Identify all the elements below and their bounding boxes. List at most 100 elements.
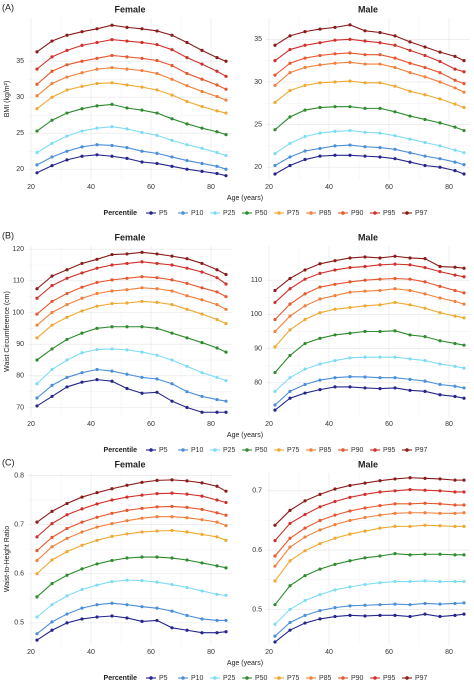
data-point (65, 134, 69, 138)
data-point (363, 62, 367, 66)
data-point (348, 79, 352, 83)
data-point (65, 111, 69, 115)
data-point (140, 275, 144, 279)
data-point (80, 309, 84, 313)
data-point (50, 558, 54, 562)
data-point (155, 71, 159, 76)
data-point (453, 579, 457, 584)
data-point (185, 266, 189, 270)
data-point (170, 164, 174, 168)
data-point (393, 511, 397, 515)
data-point (140, 506, 144, 510)
data-point (462, 163, 466, 167)
data-point (95, 515, 99, 519)
data-point (140, 299, 144, 304)
legend-swatch (149, 448, 153, 452)
data-point (155, 58, 159, 63)
data-point (393, 376, 397, 380)
data-point (65, 612, 69, 616)
data-point (348, 128, 352, 133)
data-point (125, 532, 129, 536)
data-point (393, 43, 397, 47)
series-line (274, 288, 465, 332)
data-point (35, 595, 39, 599)
legend-swatch (245, 448, 249, 452)
data-point (348, 51, 352, 55)
data-point (50, 545, 54, 549)
data-point (378, 263, 382, 267)
data-point (200, 89, 204, 94)
data-point (288, 287, 292, 291)
data-point (348, 483, 352, 488)
data-point (438, 614, 442, 619)
panel-label: (C) (2, 457, 15, 467)
data-point (333, 144, 337, 148)
data-point (423, 335, 427, 339)
data-point (95, 615, 99, 619)
data-point (170, 117, 174, 121)
data-point (423, 552, 427, 556)
data-point (215, 276, 219, 280)
series-line (36, 251, 227, 290)
data-point (224, 174, 228, 178)
data-point (185, 307, 189, 311)
data-point (155, 287, 159, 291)
data-point (453, 148, 457, 152)
data-point (453, 265, 457, 269)
data-point (408, 524, 412, 528)
data-point (348, 265, 352, 270)
data-point (65, 375, 69, 380)
data-point (110, 498, 114, 502)
data-point (378, 513, 382, 517)
data-point (170, 155, 174, 159)
data-point (438, 165, 442, 169)
y-tick-label: 20 (254, 164, 262, 171)
data-point (95, 143, 99, 147)
data-point (170, 382, 174, 386)
data-point (125, 252, 129, 256)
data-point (333, 333, 337, 337)
data-point (170, 609, 174, 613)
data-point (288, 328, 292, 332)
data-point (333, 606, 337, 610)
legend-swatch (213, 676, 217, 680)
data-point (348, 559, 352, 563)
data-point (35, 163, 39, 167)
data-point (408, 89, 412, 93)
data-point (393, 552, 397, 556)
data-point (155, 29, 159, 33)
y-tick-label: 0.7 (14, 521, 24, 528)
data-point (125, 288, 129, 292)
legend-swatch (277, 676, 281, 680)
series-line (274, 301, 465, 348)
data-point (140, 605, 144, 609)
data-point (185, 405, 189, 410)
data-point (423, 612, 427, 616)
data-point (170, 33, 174, 37)
data-point (318, 81, 322, 85)
data-point (185, 390, 189, 394)
data-point (453, 503, 457, 507)
data-point (50, 509, 54, 513)
data-point (438, 382, 442, 387)
data-point (363, 278, 367, 282)
y-tick-label: 25 (16, 130, 24, 137)
data-point (224, 59, 228, 63)
data-point (453, 86, 457, 90)
data-point (453, 384, 457, 388)
data-point (288, 584, 292, 588)
y-tick-label: 20 (16, 166, 24, 173)
data-point (155, 326, 159, 330)
data-point (140, 619, 144, 624)
data-point (65, 48, 69, 53)
x-tick-label: 80 (445, 649, 453, 656)
data-point (170, 93, 174, 97)
data-point (408, 553, 412, 557)
data-point (273, 345, 277, 349)
data-point (65, 526, 69, 531)
data-point (348, 509, 352, 513)
legend-swatch (181, 676, 185, 680)
data-point (363, 255, 367, 259)
data-point (288, 34, 292, 38)
data-point (363, 582, 367, 587)
